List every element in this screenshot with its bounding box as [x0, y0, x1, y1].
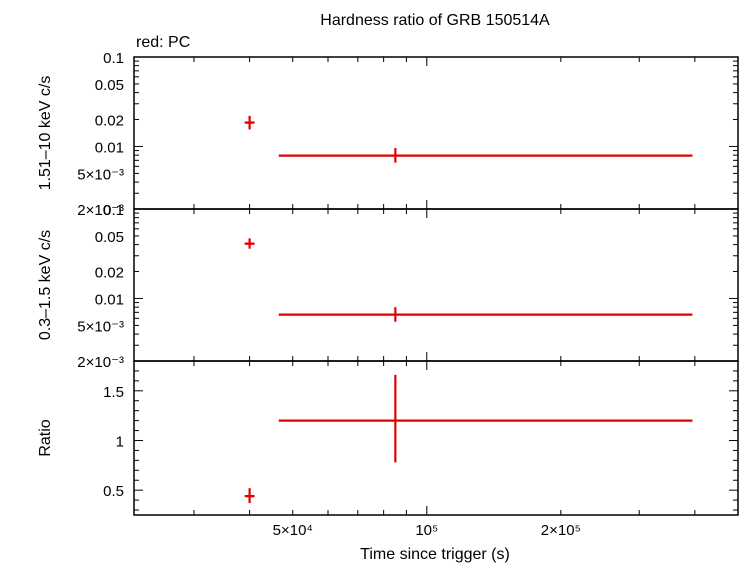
ratio-y-tick-label: 1 — [116, 433, 124, 450]
hard-rate-data-point — [278, 148, 693, 163]
panel-soft-rate-ylabel: 0.3–1.5 keV c/s — [37, 230, 54, 340]
panel-hard-rate-ylabel: 1.51–10 keV c/s — [37, 76, 54, 191]
panel-ratio-y-tick-labels: 0.5 1 1.5 — [103, 384, 124, 500]
panel-ratio-ylabel: Ratio — [37, 419, 54, 456]
panel-ratio-points — [244, 374, 693, 504]
ratio-y-tick-label: 1.5 — [103, 384, 124, 401]
soft-rate-data-point — [278, 307, 693, 322]
panel-ratio: 0.5 1 1.5 5×10⁴ 10⁵ 2×10⁵ Ratio Time since t… — [37, 360, 739, 563]
soft-rate-y-tick-label: 0.1 — [103, 202, 124, 219]
hard-rate-y-tick-label: 0.05 — [95, 77, 124, 94]
hard-rate-y-tick-label: 0.02 — [95, 113, 124, 130]
soft-rate-y-tick-label: 5×10⁻³ — [77, 318, 124, 335]
panel-hard-rate-points — [244, 115, 693, 163]
x-axis-label: Time since trigger (s) — [360, 546, 510, 563]
x-tick-label: 10⁵ — [415, 522, 438, 539]
panel-hard-rate-ticks — [134, 56, 739, 210]
panel-ratio-frame — [133, 360, 739, 516]
panel-ratio-ticks — [134, 361, 739, 515]
panel-soft-rate-points — [244, 238, 693, 322]
hard-rate-y-tick-label: 2×10⁻³ — [77, 202, 124, 219]
chart-title: Hardness ratio of GRB 150514A — [320, 12, 550, 29]
soft-rate-y-tick-label: 0.05 — [95, 229, 124, 246]
hard-rate-y-tick-label: 0.1 — [103, 50, 124, 67]
ratio-data-point — [244, 488, 255, 504]
panel-hard-rate-frame — [133, 56, 739, 210]
panel-soft-rate-ticks — [134, 208, 739, 362]
soft-rate-y-tick-label: 0.01 — [95, 291, 124, 308]
ratio-y-tick-label: 0.5 — [103, 483, 124, 500]
soft-rate-y-tick-label: 2×10⁻³ — [77, 354, 124, 371]
soft-rate-y-tick-label: 0.02 — [95, 265, 124, 282]
x-tick-label: 2×10⁵ — [541, 522, 581, 539]
x-tick-label: 5×10⁴ — [273, 522, 313, 539]
panel-soft-rate-frame — [133, 208, 739, 362]
hard-rate-data-point — [244, 115, 255, 130]
panel-soft-rate: 0.1 0.05 0.02 0.01 5×10⁻³ 2×10⁻³ 0.3–1.5 keV … — [37, 202, 739, 371]
panel-soft-rate-y-tick-labels: 0.1 0.05 0.02 0.01 5×10⁻³ 2×10⁻³ — [77, 202, 124, 371]
hard-rate-y-tick-label: 0.01 — [95, 139, 124, 156]
hard-rate-y-tick-label: 5×10⁻³ — [77, 166, 124, 183]
panel-hard-rate: 0.1 0.05 0.02 0.01 5×10⁻³ 2×10⁻³ 1.51–10 keV … — [37, 50, 739, 219]
soft-rate-data-point — [244, 238, 255, 249]
ratio-data-point — [278, 374, 693, 463]
panel-hard-rate-y-tick-labels: 0.1 0.05 0.02 0.01 5×10⁻³ 2×10⁻³ — [77, 50, 124, 219]
x-axis-tick-labels: 5×10⁴ 10⁵ 2×10⁵ — [273, 522, 581, 539]
chart-subtitle: red: PC — [136, 34, 190, 51]
